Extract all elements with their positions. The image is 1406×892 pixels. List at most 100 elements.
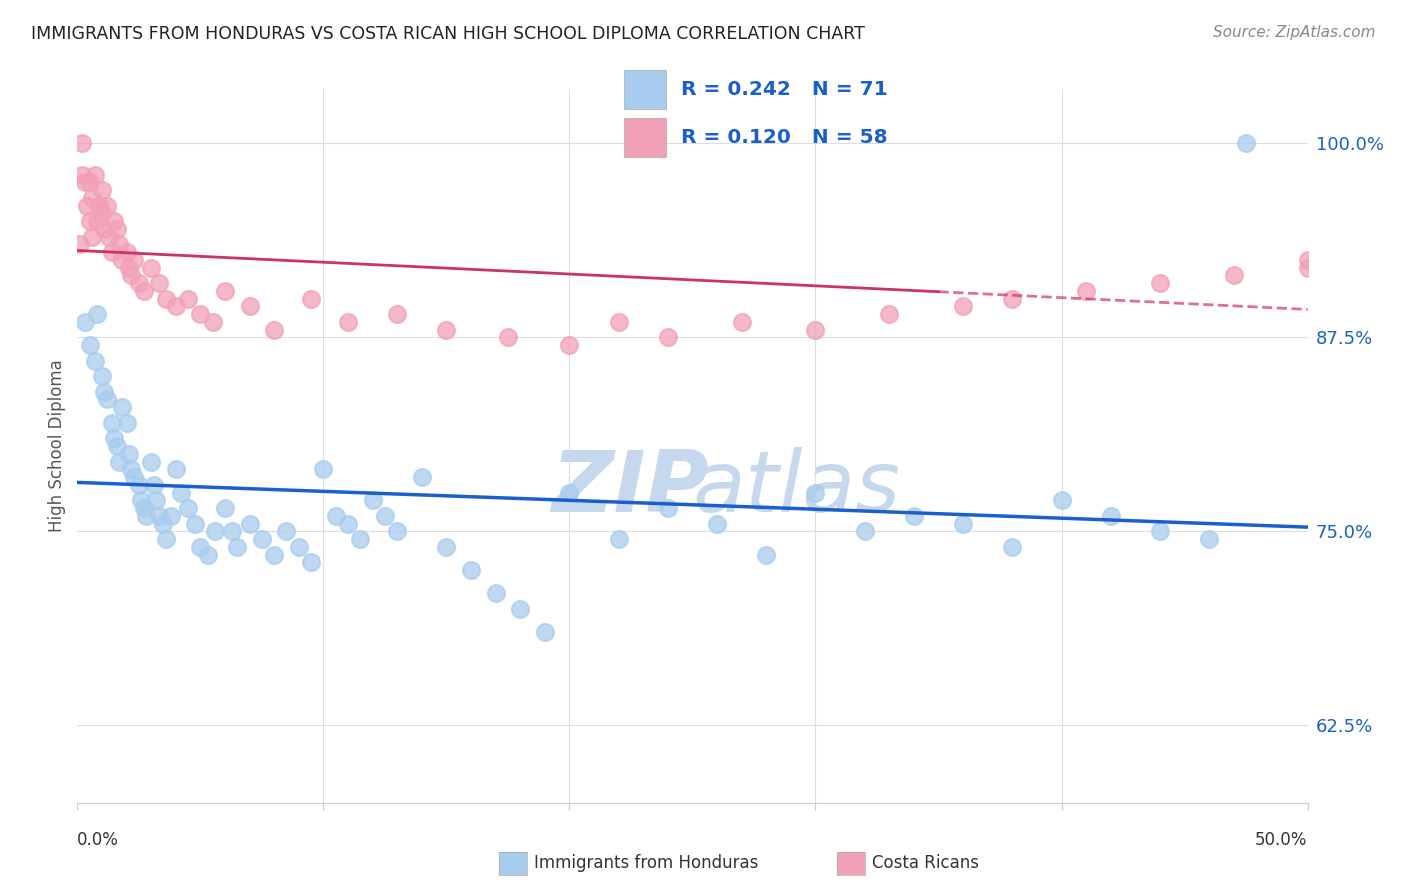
Point [105, 222, 128, 236]
Text: R = 0.242   N = 71: R = 0.242 N = 71 [681, 79, 887, 99]
Point [250, 532, 273, 546]
Point [145, 493, 167, 508]
Point [103, 431, 125, 445]
Point [83, 353, 105, 368]
Text: atlas: atlas [693, 447, 900, 531]
Point [188, 540, 212, 554]
Bar [624, 118, 666, 157]
Point [1309, 245, 1331, 260]
Point [184, 516, 207, 531]
Point [804, 323, 827, 337]
Point [204, 524, 226, 539]
Point [263, 548, 285, 562]
Point [108, 237, 131, 252]
Point [96, 198, 118, 212]
Point [1322, 237, 1344, 252]
Point [558, 485, 581, 500]
Point [197, 548, 219, 562]
Point [361, 493, 384, 508]
Text: Source: ZipAtlas.com: Source: ZipAtlas.com [1212, 25, 1375, 40]
Bar [624, 70, 666, 109]
Point [93, 222, 115, 236]
Point [82, 191, 104, 205]
Point [98, 229, 121, 244]
Point [496, 330, 519, 344]
Point [1198, 532, 1220, 546]
Point [337, 516, 360, 531]
Point [263, 323, 285, 337]
Point [534, 625, 557, 640]
Point [214, 501, 236, 516]
Point [1099, 508, 1122, 523]
Text: ZIP: ZIP [551, 447, 709, 531]
Point [436, 540, 458, 554]
Point [657, 330, 679, 344]
Point [657, 501, 679, 516]
Point [607, 315, 630, 329]
Point [436, 323, 458, 337]
Point [155, 532, 177, 546]
Point [90, 369, 114, 384]
Point [1223, 268, 1246, 283]
Point [118, 260, 141, 275]
Point [239, 516, 262, 531]
Point [952, 516, 974, 531]
Point [115, 245, 138, 260]
Point [103, 214, 125, 228]
Point [129, 493, 153, 508]
Point [177, 501, 200, 516]
Point [82, 229, 104, 244]
Text: Immigrants from Honduras: Immigrants from Honduras [534, 855, 759, 872]
Point [804, 485, 827, 500]
Point [288, 540, 311, 554]
Point [509, 602, 531, 616]
Point [1076, 284, 1098, 298]
Point [385, 524, 409, 539]
Point [128, 477, 150, 491]
Point [105, 439, 128, 453]
Text: IMMIGRANTS FROM HONDURAS VS COSTA RICAN HIGH SCHOOL DIPLOMA CORRELATION CHART: IMMIGRANTS FROM HONDURAS VS COSTA RICAN … [31, 25, 865, 43]
Point [141, 454, 163, 468]
Point [607, 532, 630, 546]
Point [86, 307, 108, 321]
Text: R = 0.120   N = 58: R = 0.120 N = 58 [681, 128, 887, 147]
Point [118, 447, 141, 461]
Point [132, 501, 155, 516]
Point [165, 462, 187, 476]
Point [1296, 260, 1319, 275]
Point [1296, 252, 1319, 267]
Point [148, 276, 170, 290]
Point [374, 508, 396, 523]
Point [69, 237, 91, 252]
Point [299, 292, 322, 306]
Point [1234, 136, 1257, 151]
Point [299, 555, 322, 569]
Point [312, 462, 335, 476]
Point [70, 168, 93, 182]
Point [148, 508, 170, 523]
Point [90, 206, 114, 220]
Point [903, 508, 925, 523]
Point [325, 508, 347, 523]
Point [115, 416, 138, 430]
Y-axis label: High School Diploma: High School Diploma [48, 359, 66, 533]
Point [79, 338, 101, 352]
Point [337, 315, 360, 329]
Point [111, 252, 132, 267]
Point [111, 401, 132, 415]
Point [93, 384, 115, 399]
Point [79, 214, 101, 228]
Point [755, 548, 778, 562]
Point [214, 284, 236, 298]
Point [76, 198, 98, 212]
Point [108, 454, 131, 468]
Point [1149, 276, 1171, 290]
Point [122, 252, 145, 267]
Point [226, 540, 249, 554]
Point [128, 276, 150, 290]
Point [853, 524, 876, 539]
Point [879, 307, 901, 321]
Point [385, 307, 409, 321]
Point [485, 586, 508, 600]
Point [165, 299, 187, 313]
